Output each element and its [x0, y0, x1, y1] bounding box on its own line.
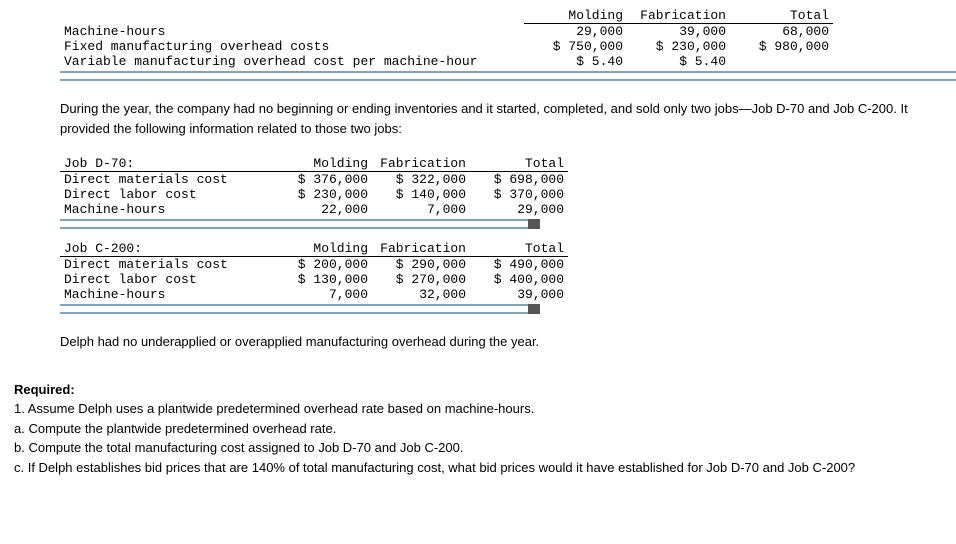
table-row: Variable manufacturing overhead cost per…	[60, 54, 833, 69]
jobd-table: Job D-70: Molding Fabrication Total Dire…	[60, 156, 568, 217]
required-section: Required: 1. Assume Delph uses a plantwi…	[14, 380, 942, 478]
jobc-title: Job C-200:	[60, 241, 274, 257]
required-title: Required:	[14, 380, 942, 400]
col-header: Fabrication	[627, 8, 730, 24]
required-line: c. If Delph establishes bid prices that …	[14, 458, 942, 478]
col-header: Molding	[524, 8, 627, 24]
paragraph-overhead-note: Delph had no underapplied or overapplied…	[60, 332, 942, 352]
table-row: Machine-hours 22,000 7,000 29,000	[60, 202, 568, 217]
required-line: 1. Assume Delph uses a plantwide predete…	[14, 399, 942, 419]
jobd-title: Job D-70:	[60, 156, 274, 172]
required-line: a. Compute the plantwide predetermined o…	[14, 419, 942, 439]
overhead-table: Molding Fabrication Total Machine-hours …	[60, 8, 833, 69]
divider	[60, 71, 956, 81]
divider	[60, 304, 540, 314]
paragraph-intro: During the year, the company had no begi…	[60, 99, 942, 138]
jobc-table: Job C-200: Molding Fabrication Total Dir…	[60, 241, 568, 302]
table-row: Direct labor cost $ 130,000 $ 270,000 $ …	[60, 272, 568, 287]
table-row: Direct materials cost $ 376,000 $ 322,00…	[60, 172, 568, 188]
table-row: Machine-hours 7,000 32,000 39,000	[60, 287, 568, 302]
table-row: Machine-hours 29,000 39,000 68,000	[60, 24, 833, 40]
col-header: Total	[730, 8, 833, 24]
table-row: Fixed manufacturing overhead costs $ 750…	[60, 39, 833, 54]
table-row: Direct labor cost $ 230,000 $ 140,000 $ …	[60, 187, 568, 202]
required-line: b. Compute the total manufacturing cost …	[14, 438, 942, 458]
divider	[60, 219, 540, 229]
table-row: Direct materials cost $ 200,000 $ 290,00…	[60, 257, 568, 273]
